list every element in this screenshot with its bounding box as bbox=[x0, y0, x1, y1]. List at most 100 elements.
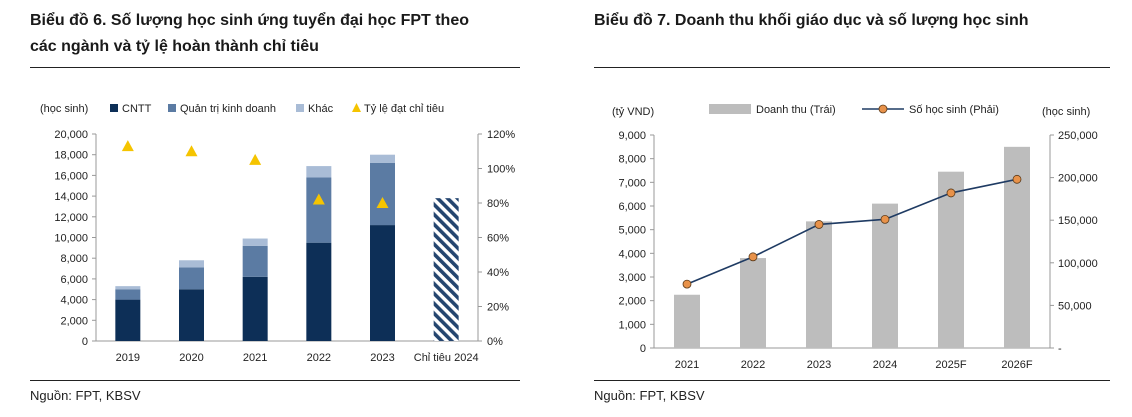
chart6-bar-khác bbox=[306, 166, 331, 177]
chart7-title: Biểu đồ 7. Doanh thu khối giáo dục và số… bbox=[594, 8, 1029, 34]
chart6-left-tick-label: 18,000 bbox=[54, 150, 88, 162]
chart7-left-tick-label: 0 bbox=[640, 343, 646, 355]
chart6-right-tick-label: 20% bbox=[487, 302, 509, 314]
chart7-right-tick-label: 200,000 bbox=[1058, 173, 1098, 185]
chart6-bar-quản-trị-kinh-doanh bbox=[243, 246, 268, 277]
chart6-ratio-marker bbox=[249, 154, 261, 165]
chart6-x-tick-label: 2019 bbox=[116, 352, 140, 364]
chart7-bar-revenue bbox=[938, 172, 964, 348]
chart7-students-line bbox=[687, 179, 1017, 284]
chart6-x-tick-label: 2020 bbox=[179, 352, 203, 364]
chart6-bar-khác bbox=[179, 260, 204, 267]
chart7-x-tick-label: 2026F bbox=[1001, 359, 1032, 371]
chart6-left-tick-label: 14,000 bbox=[54, 191, 88, 203]
chart6-footer-rule bbox=[30, 380, 520, 381]
chart6-legend-label: Tỷ lệ đạt chỉ tiêu bbox=[364, 103, 444, 115]
chart7-right-tick-label: 250,000 bbox=[1058, 130, 1098, 142]
chart7-left-tick-label: 9,000 bbox=[618, 130, 646, 142]
chart6-bar-cntt bbox=[243, 277, 268, 341]
chart6-left-tick-label: 8,000 bbox=[60, 253, 88, 265]
chart7-left-tick-label: 3,000 bbox=[618, 272, 646, 284]
chart7-left-tick-label: 6,000 bbox=[618, 201, 646, 213]
chart6-right-tick-label: 60% bbox=[487, 233, 509, 245]
chart7-left-tick-label: 1,000 bbox=[618, 319, 646, 331]
chart6-right-tick-label: 120% bbox=[487, 129, 515, 141]
chart6-source: Nguồn: FPT, KBSV bbox=[30, 388, 141, 403]
chart6-left-tick-label: 2,000 bbox=[60, 315, 88, 327]
chart6-title: Biểu đồ 6. Số lượng học sinh ứng tuyển đ… bbox=[30, 8, 469, 60]
chart6-right-tick-label: 80% bbox=[487, 198, 509, 210]
chart6-bar-cntt bbox=[179, 289, 204, 341]
chart6-bar-khác bbox=[115, 286, 140, 289]
chart7-left-tick-label: 8,000 bbox=[618, 154, 646, 166]
chart7-legend-label-line: Số học sinh (Phải) bbox=[909, 104, 999, 116]
chart6-legend-swatch bbox=[110, 104, 118, 112]
chart7-legend-label-bar: Doanh thu (Trái) bbox=[756, 104, 836, 116]
chart7-x-tick-label: 2024 bbox=[873, 359, 897, 371]
chart7-x-tick-label: 2023 bbox=[807, 359, 831, 371]
chart6-bar-quản-trị-kinh-doanh bbox=[179, 268, 204, 290]
chart7-students-point bbox=[1013, 175, 1021, 183]
chart6-right-tick-label: 40% bbox=[487, 267, 509, 279]
chart6-bar-cntt bbox=[370, 225, 395, 341]
chart6-title-line2: các ngành và tỷ lệ hoàn thành chỉ tiêu bbox=[30, 34, 469, 60]
chart7-bar-revenue bbox=[872, 204, 898, 348]
chart6-bar-khác bbox=[243, 239, 268, 246]
chart6-legend-label: CNTT bbox=[122, 103, 152, 115]
chart7-right-tick-label: 150,000 bbox=[1058, 215, 1098, 227]
chart7-x-tick-label: 2022 bbox=[741, 359, 765, 371]
chart6-x-tick-label: 2023 bbox=[370, 352, 394, 364]
chart7-legend-swatch-marker bbox=[879, 105, 887, 113]
chart6-bar-cntt bbox=[306, 243, 331, 341]
chart7-students-point bbox=[683, 280, 691, 288]
chart6-bar-quản-trị-kinh-doanh bbox=[306, 177, 331, 242]
chart7-left-tick-label: 2,000 bbox=[618, 296, 646, 308]
chart6-x-tick-label: 2022 bbox=[307, 352, 331, 364]
chart7-title-rule bbox=[594, 67, 1110, 68]
chart6-bar-cntt bbox=[115, 300, 140, 341]
chart7-left-tick-label: 7,000 bbox=[618, 177, 646, 189]
chart6-x-tick-label: 2021 bbox=[243, 352, 267, 364]
chart6-x-tick-label: Chỉ tiêu 2024 bbox=[414, 352, 479, 364]
chart6-ylabel-left: (học sinh) bbox=[40, 103, 88, 115]
chart7-right-tick-label: 100,000 bbox=[1058, 258, 1098, 270]
chart7-bar-revenue bbox=[740, 258, 766, 348]
chart6-left-tick-label: 16,000 bbox=[54, 170, 88, 182]
chart7-left-tick-label: 4,000 bbox=[618, 248, 646, 260]
chart7-right-tick-label: 50,000 bbox=[1058, 300, 1092, 312]
chart7-x-tick-label: 2021 bbox=[675, 359, 699, 371]
chart6-left-tick-label: 0 bbox=[82, 336, 88, 348]
chart7-bar-revenue bbox=[674, 295, 700, 348]
chart6-bar-quản-trị-kinh-doanh bbox=[115, 289, 140, 299]
chart6-title-rule bbox=[30, 67, 520, 68]
chart6-right-tick-label: 0% bbox=[487, 336, 503, 348]
chart7-footer-rule bbox=[594, 380, 1110, 381]
chart6-right-tick-label: 100% bbox=[487, 164, 515, 176]
chart6-legend-label: Khác bbox=[308, 103, 334, 115]
chart6-legend-label: Quản trị kinh doanh bbox=[180, 103, 276, 115]
chart6-bar-target-2024 bbox=[434, 198, 459, 341]
chart7-legend-swatch-bar bbox=[709, 104, 751, 114]
chart6-ratio-marker bbox=[186, 145, 198, 156]
chart7-svg: 0 1,000 2,000 3,000 4,000 5,000 6,000 7,000 8,00… bbox=[566, 70, 1132, 375]
chart6-bar-quản-trị-kinh-doanh bbox=[370, 163, 395, 225]
chart6-svg: 0 2,000 4,000 6,000 8,000 10,000 12,000 14,000 1… bbox=[0, 70, 560, 375]
chart6-left-tick-label: 10,000 bbox=[54, 233, 88, 245]
chart7-ylabel-left: (tỷ VND) bbox=[612, 106, 654, 118]
chart6-legend-swatch bbox=[168, 104, 176, 112]
chart6-left-tick-label: 12,000 bbox=[54, 212, 88, 224]
chart6-bar-khác bbox=[370, 155, 395, 163]
chart6-left-tick-label: 20,000 bbox=[54, 129, 88, 141]
chart7-x-tick-label: 2025F bbox=[935, 359, 966, 371]
chart6-title-line1: Biểu đồ 6. Số lượng học sinh ứng tuyển đ… bbox=[30, 8, 469, 34]
chart6-ratio-marker bbox=[122, 140, 134, 151]
chart7-source: Nguồn: FPT, KBSV bbox=[594, 388, 705, 403]
chart7-students-point bbox=[749, 253, 757, 261]
chart6-left-tick-label: 6,000 bbox=[60, 274, 88, 286]
chart7-students-point bbox=[881, 215, 889, 223]
chart7-bar-revenue bbox=[806, 221, 832, 348]
chart6-left-tick-label: 4,000 bbox=[60, 295, 88, 307]
chart7-students-point bbox=[947, 189, 955, 197]
chart7-ylabel-right: (học sinh) bbox=[1042, 106, 1090, 118]
chart6-legend-swatch bbox=[296, 104, 304, 112]
